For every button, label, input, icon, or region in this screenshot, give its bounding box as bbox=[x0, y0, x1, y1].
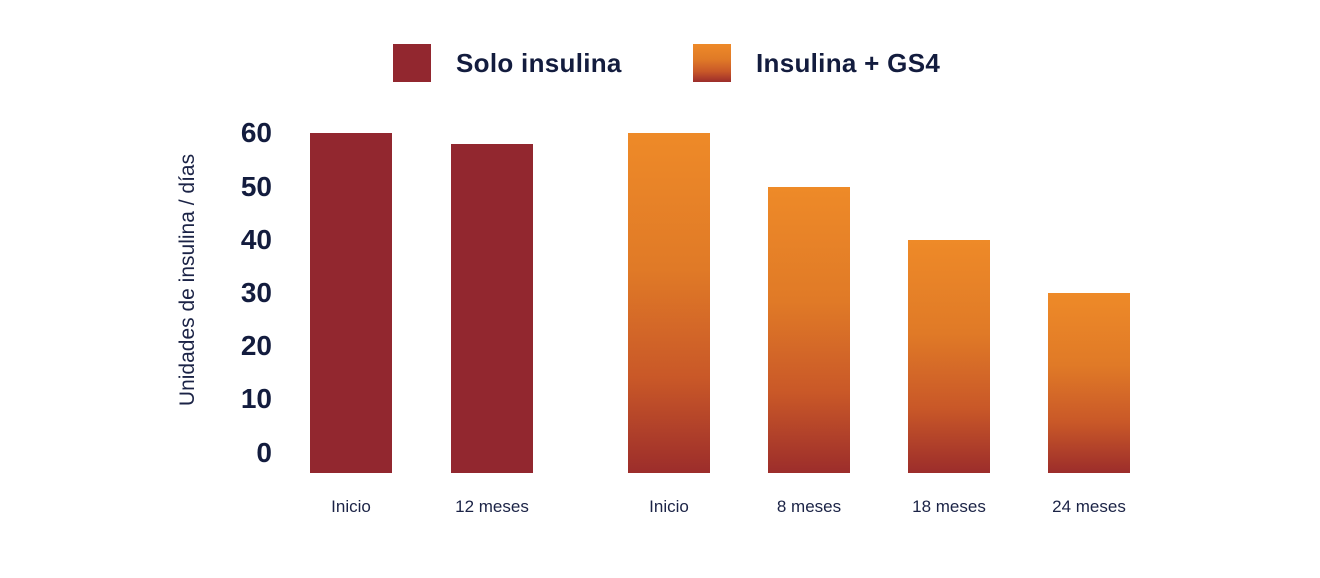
bar-insulina-gs4-8-meses bbox=[768, 187, 850, 473]
legend-item-solo-insulina: Solo insulina bbox=[393, 44, 622, 82]
legend-swatch-solo-insulina bbox=[393, 44, 431, 82]
bar-insulina-gs4-inicio bbox=[628, 133, 710, 473]
x-label-18-meses: 18 meses bbox=[912, 497, 986, 516]
y-tick-40: 40 bbox=[240, 223, 272, 255]
bar-insulina-gs4-18-meses bbox=[908, 240, 990, 473]
x-label-12-meses: 12 meses bbox=[455, 497, 529, 516]
x-label-inicio: Inicio bbox=[649, 497, 689, 516]
y-tick-10: 10 bbox=[240, 383, 272, 415]
x-label-24-meses: 24 meses bbox=[1052, 497, 1126, 516]
y-tick-50: 50 bbox=[240, 170, 272, 202]
y-tick-60: 60 bbox=[240, 117, 272, 149]
bar-solo-insulina-inicio bbox=[310, 133, 392, 473]
legend-item-insulina-gs4: Insulina + GS4 bbox=[693, 44, 940, 82]
y-tick-0: 0 bbox=[256, 436, 272, 468]
bar-insulina-gs4-24-meses bbox=[1048, 293, 1130, 473]
legend-swatch-insulina-gs4 bbox=[693, 44, 731, 82]
y-tick-30: 30 bbox=[240, 276, 272, 308]
x-label-8-meses: 8 meses bbox=[776, 497, 842, 516]
bar-solo-insulina-12-meses bbox=[451, 144, 533, 473]
x-label-inicio: Inicio bbox=[331, 497, 371, 516]
y-tick-20: 20 bbox=[240, 330, 272, 362]
legend-label-solo-insulina: Solo insulina bbox=[456, 47, 622, 78]
legend-label-insulina-gs4: Insulina + GS4 bbox=[756, 47, 941, 78]
